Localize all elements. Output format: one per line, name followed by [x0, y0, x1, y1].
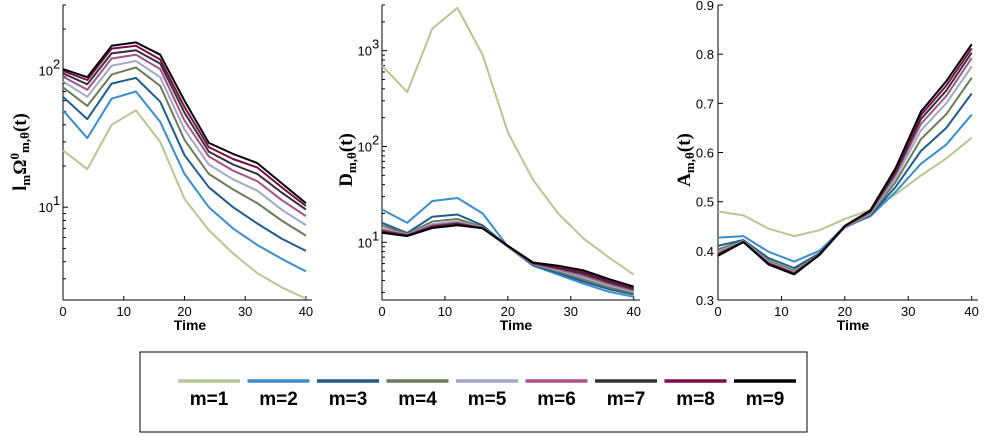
legend-label-m5: m=5: [468, 389, 507, 410]
series-line-m2: [717, 113, 973, 263]
x-tick-label: 30: [238, 304, 252, 319]
y-tick-label: 0.7: [696, 96, 714, 111]
x-tick-label: 30: [901, 304, 915, 319]
y-tick-label: 0.3: [696, 293, 714, 308]
series-line-m5: [62, 60, 307, 226]
y-axis-label: Dm,θ(t): [336, 133, 359, 187]
x-tick-label: 0: [714, 304, 721, 319]
y-tick-exponent: 1: [372, 228, 379, 243]
y-tick-label: 10: [39, 200, 53, 215]
y-tick-label: 0.6: [696, 146, 714, 161]
legend-label-m2: m=2: [259, 389, 298, 410]
y-tick-exponent: 2: [372, 133, 379, 148]
x-tick-label: 40: [964, 304, 978, 319]
y-tick-label: 10: [358, 44, 372, 59]
y-tick-label: 0.4: [696, 244, 714, 259]
y-tick-label: 0.5: [696, 195, 714, 210]
y-label-sub: m,θ: [17, 132, 32, 153]
y-tick-exponent: 1: [53, 193, 60, 208]
x-tick-label: 10: [438, 304, 452, 319]
series-line-m4: [62, 66, 307, 237]
legend-label-m3: m=3: [329, 389, 368, 410]
x-axis-label: Time: [174, 317, 207, 333]
x-tick-label: 0: [59, 304, 66, 319]
y-label-sub: m,θ: [344, 152, 359, 173]
y-label-main: l: [10, 186, 31, 191]
legend-label-m6: m=6: [537, 389, 576, 410]
series-line-m1: [381, 6, 635, 276]
series-line-m7: [717, 52, 973, 275]
y-tick-label: 10: [39, 63, 53, 78]
y-label-main: A: [674, 173, 695, 187]
series-line-m8: [62, 44, 307, 207]
legend-label-m4: m=4: [398, 389, 437, 410]
series-line-m4: [717, 77, 973, 272]
y-tick-label: 0.9: [696, 0, 714, 13]
series-line-m6: [717, 57, 973, 274]
x-tick-label: 20: [177, 304, 191, 319]
series-line-m7: [62, 49, 307, 211]
y-label-main: D: [336, 173, 357, 187]
x-tick-label: 40: [299, 304, 313, 319]
series-line-m1: [717, 137, 973, 238]
y-label-main: Ω: [10, 160, 31, 175]
x-tick-label: 10: [774, 304, 788, 319]
series-line-m2: [62, 90, 307, 273]
y-axis-label: lmΩ0m,θ(t): [7, 113, 33, 191]
y-tick-label: 10: [358, 235, 372, 250]
y-tick-exponent: 3: [372, 37, 379, 52]
y-label-sub: m: [18, 175, 33, 186]
y-tick-label: 10: [358, 140, 372, 155]
y-label-sub: m,θ: [682, 152, 697, 173]
series-line-m3: [62, 76, 307, 252]
x-tick-label: 20: [501, 304, 515, 319]
y-tick-exponent: 2: [53, 56, 60, 71]
y-axis-label: Am,θ(t): [674, 133, 697, 187]
y-label-tail: (t): [10, 113, 31, 132]
x-axis-label: Time: [837, 317, 870, 333]
x-tick-label: 0: [378, 304, 385, 319]
x-axis-label: Time: [500, 317, 533, 333]
legend-box: [139, 351, 808, 433]
series-line-m6: [62, 53, 307, 218]
series-line-m3: [717, 92, 973, 269]
y-label-sup: 0: [7, 153, 22, 160]
legend-label-m1: m=1: [190, 389, 229, 410]
y-label-tail: (t): [336, 133, 357, 152]
legend-label-m8: m=8: [676, 389, 715, 410]
y-label-tail: (t): [674, 133, 695, 152]
x-tick-label: 30: [564, 304, 578, 319]
series-line-m1: [62, 109, 307, 300]
chart-panel-a: 0 10 20 30 40 0.3 0.4 0.5 0.6 0.7 0.8 0.9 Time Am,θ(t…: [674, 0, 979, 333]
series-line-m9: [717, 43, 973, 276]
x-tick-label: 10: [116, 304, 130, 319]
y-tick-label: 0.8: [696, 47, 714, 62]
series-line-m9: [62, 41, 307, 204]
x-tick-label: 20: [838, 304, 852, 319]
x-tick-label: 40: [626, 304, 640, 319]
series-line-m8: [717, 47, 973, 275]
series-line-m9: [381, 224, 634, 288]
legend: m=1 m=2 m=3 m=4 m=5 m=6 m=7 m=8 m=9: [139, 351, 808, 433]
legend-label-m9: m=9: [746, 389, 785, 410]
legend-label-m7: m=7: [607, 389, 646, 410]
